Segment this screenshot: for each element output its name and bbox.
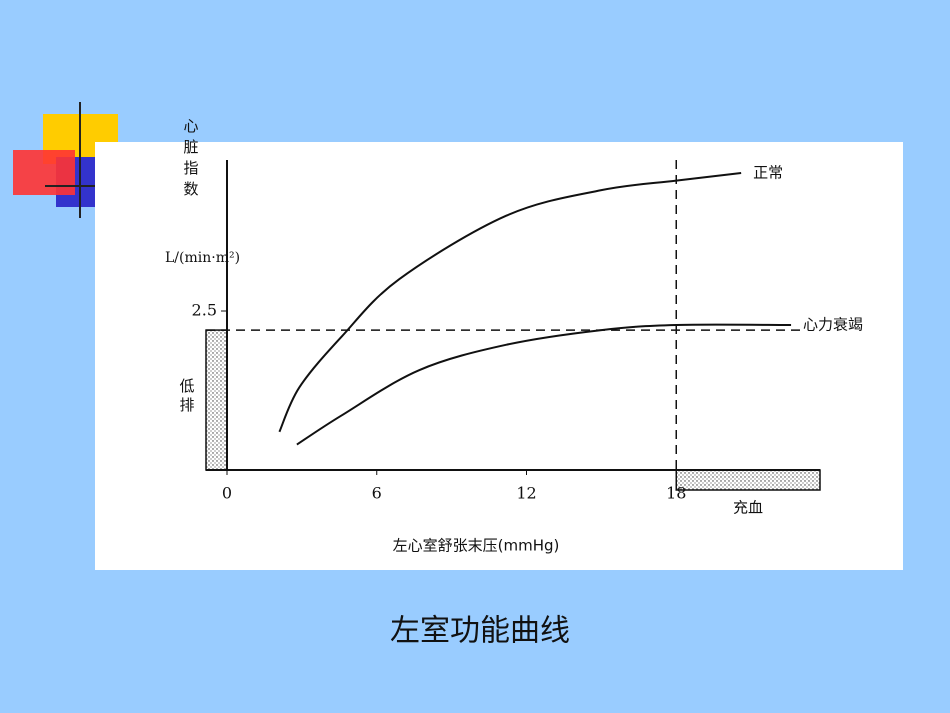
annotation: 低排 (178, 378, 196, 416)
x-axis-label: 左心室舒张末压(mmHg) (393, 537, 560, 555)
series-line (278, 171, 742, 433)
decoration (13, 102, 118, 218)
x-tick-label: 18 (666, 484, 686, 503)
plot: 0 6 12 18 2.5 心脏指数 L/(min·m²) 左心室舒张末压(mmHg) 低排充血… (165, 118, 863, 555)
series-line (296, 323, 792, 446)
series-label: 心力衰竭 (803, 315, 863, 333)
caption: 左室功能曲线 (390, 614, 570, 649)
annotation: 充血 (733, 499, 763, 517)
low-output-box (205, 329, 228, 471)
y-unit: L/(min·m²) (165, 250, 240, 266)
y-axis-label: 心脏指数 (182, 118, 200, 202)
series-label: 正常 (753, 163, 783, 181)
x-tick-label: 0 (222, 484, 232, 503)
x-tick-label: 6 (372, 484, 382, 503)
y-tick-label: 2.5 (192, 301, 217, 320)
congestion-box (675, 469, 821, 491)
chart-panel (95, 142, 903, 570)
x-tick-label: 12 (516, 484, 536, 503)
